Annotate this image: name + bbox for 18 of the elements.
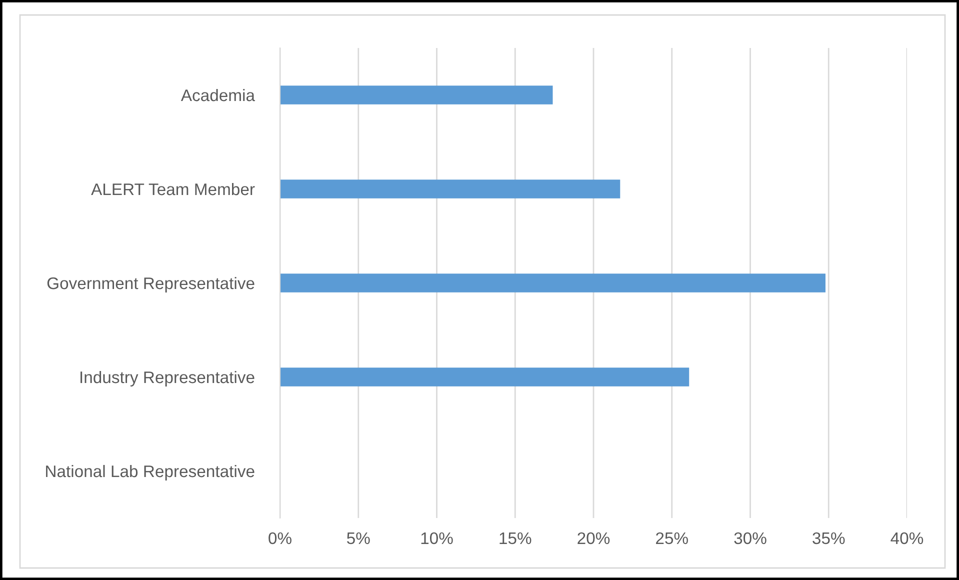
y-tick-label: Academia (180, 88, 256, 102)
bar (280, 86, 553, 104)
x-tick-label: 20% (578, 532, 610, 544)
x-tick-label: 5% (346, 532, 370, 544)
bar (280, 274, 826, 292)
x-tick-label: 40% (890, 532, 924, 544)
bar (280, 180, 620, 198)
y-tick-label: Government Representative (47, 276, 254, 292)
y-tick-label: Industry Representative (80, 370, 254, 386)
y-tick-label: National Lab Representative (46, 464, 254, 480)
x-tick-label: 15% (500, 532, 532, 544)
x-tick-label: 25% (656, 532, 688, 544)
y-tick-label: ALERT Team Member (91, 182, 255, 196)
x-tick-label: 10% (421, 532, 453, 544)
x-tick-label: 35% (812, 532, 845, 544)
x-tick-label: 0% (268, 532, 292, 544)
bar (280, 368, 690, 386)
x-tick-label: 30% (734, 532, 766, 544)
